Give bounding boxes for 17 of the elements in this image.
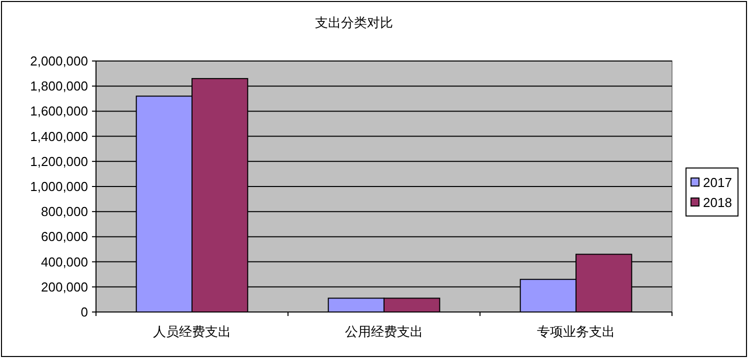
- y-tick-label: 1,600,000: [30, 104, 88, 119]
- legend-label: 2017: [703, 175, 732, 190]
- x-tick-label: 人员经费支出: [153, 324, 231, 339]
- y-tick-label: 0: [80, 304, 88, 320]
- y-tick-label: 600,000: [41, 229, 88, 244]
- y-tick-label: 200,000: [41, 279, 88, 294]
- x-tick-label: 专项业务支出: [537, 324, 615, 339]
- y-tick-label: 1,200,000: [30, 154, 88, 169]
- x-tick-label: 公用经费支出: [345, 324, 423, 339]
- y-tick-label: 800,000: [41, 204, 88, 220]
- y-tick-label: 1,400,000: [30, 128, 88, 144]
- chart-title: 支出分类对比: [315, 15, 393, 30]
- legend-label: 2018: [703, 195, 732, 210]
- y-tick-label: 1,000,000: [30, 179, 88, 194]
- y-tick-label: 400,000: [41, 254, 88, 270]
- y-tick-label: 2,000,000: [30, 54, 88, 68]
- y-tick-label: 1,800,000: [30, 78, 88, 94]
